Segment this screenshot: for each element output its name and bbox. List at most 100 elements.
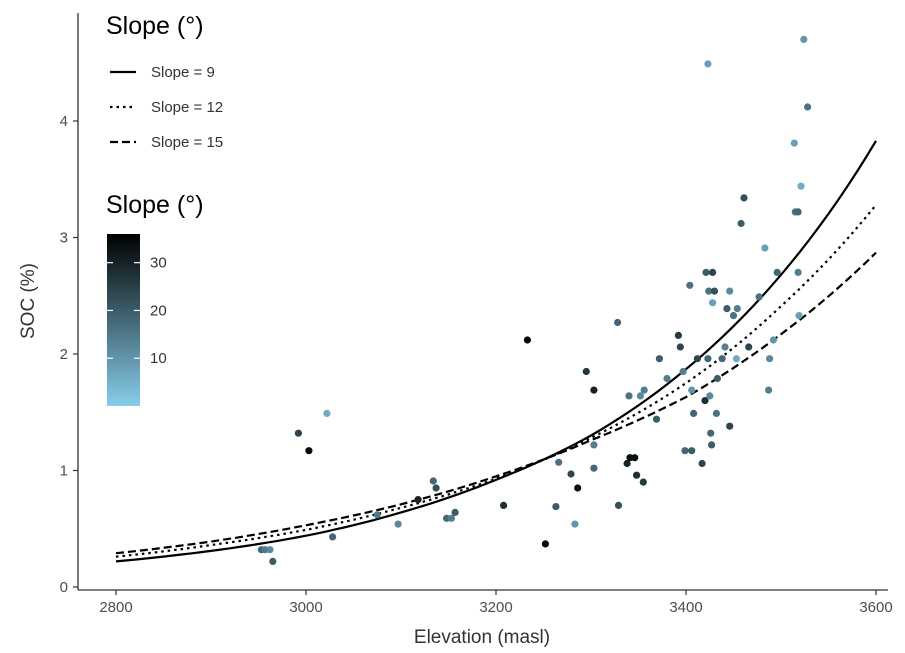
data-point [713, 374, 722, 383]
data-point [631, 454, 639, 462]
data-point [625, 392, 633, 400]
data-point [640, 386, 648, 394]
data-point [555, 458, 563, 466]
data-point [790, 139, 798, 147]
y-axis-ticks: 0 1 2 3 4 [60, 113, 78, 596]
data-points [257, 35, 812, 566]
data-point [690, 409, 698, 417]
colorbar [107, 234, 140, 406]
data-point [674, 331, 683, 339]
legend-label: Slope = 9 [151, 64, 215, 81]
data-point [800, 35, 808, 44]
x-tick-label: 3200 [479, 599, 512, 616]
linetype-legend: Slope (°) Slope = 9 Slope = 12 Slope = 15 [106, 12, 223, 151]
data-point [582, 367, 590, 376]
data-point [726, 422, 734, 430]
data-point [718, 355, 726, 363]
data-point [707, 429, 715, 437]
data-point [574, 484, 582, 492]
data-point [541, 540, 550, 548]
data-point [723, 305, 731, 313]
data-point [765, 386, 773, 394]
data-point [745, 343, 753, 351]
colorbar-tick-label: 30 [150, 255, 167, 272]
data-point [706, 392, 714, 400]
curve-dashed [115, 251, 877, 555]
y-tick-label: 4 [60, 113, 68, 130]
data-point [794, 268, 802, 276]
data-point [698, 459, 706, 468]
y-axis-title: SOC (%) [18, 263, 39, 339]
data-point [269, 557, 277, 566]
data-point [567, 470, 575, 478]
y-tick-label: 2 [60, 346, 68, 363]
curve-dotted [115, 204, 877, 558]
y-tick-label: 0 [60, 579, 68, 596]
linetype-legend-title: Slope (°) [106, 12, 204, 40]
data-point [636, 392, 645, 400]
data-point [705, 287, 713, 295]
data-point [693, 355, 702, 363]
data-point [676, 343, 684, 351]
data-point [773, 268, 781, 276]
data-point [688, 447, 696, 455]
data-point [708, 441, 716, 449]
data-point [797, 182, 805, 190]
data-point [571, 520, 579, 528]
data-point [737, 219, 745, 228]
x-tick-label: 2800 [99, 599, 132, 616]
colorbar-tick-label: 10 [150, 350, 167, 367]
data-point [795, 312, 803, 320]
data-point [639, 478, 647, 486]
data-point [704, 355, 712, 363]
y-tick-label: 1 [60, 463, 68, 480]
data-point [766, 355, 774, 363]
data-point [655, 355, 664, 363]
linetype-legend-items: Slope = 9 Slope = 12 Slope = 15 [110, 64, 223, 151]
legend-label: Slope = 12 [151, 99, 223, 116]
y-tick-label: 3 [60, 230, 68, 247]
x-tick-label: 3600 [859, 599, 892, 616]
data-point [323, 409, 331, 417]
data-point [447, 514, 455, 522]
data-point [414, 496, 422, 504]
data-point [329, 533, 337, 541]
data-point [686, 281, 694, 289]
data-point [266, 546, 274, 554]
data-point [394, 520, 402, 528]
data-point [523, 336, 532, 344]
data-point [729, 312, 738, 320]
data-point [740, 194, 748, 202]
data-point [652, 415, 661, 423]
data-point [305, 447, 313, 455]
data-point [712, 409, 721, 417]
legend-label: Slope = 15 [151, 134, 223, 151]
color-legend: Slope (°) 10 20 30 [106, 191, 204, 406]
data-point [704, 60, 712, 68]
data-point [726, 287, 734, 295]
data-point [590, 464, 598, 472]
fitted-curves [115, 140, 877, 563]
color-legend-title: Slope (°) [106, 191, 204, 219]
data-point [733, 305, 741, 313]
data-point [732, 355, 741, 363]
curve-solid [115, 140, 877, 563]
data-point [552, 503, 560, 511]
x-tick-label: 3400 [669, 599, 702, 616]
data-point [623, 459, 631, 468]
data-point [614, 318, 622, 327]
data-point [721, 343, 729, 351]
data-point [294, 429, 302, 437]
colorbar-tick-label: 20 [150, 302, 167, 319]
data-point [451, 508, 459, 516]
data-point [710, 287, 719, 295]
x-tick-label: 3000 [289, 599, 322, 616]
data-point [373, 511, 381, 519]
data-point [590, 441, 598, 449]
data-point [702, 268, 710, 276]
data-point [794, 208, 802, 216]
data-point [701, 397, 709, 405]
colorbar-ticks: 10 20 30 [107, 255, 167, 367]
data-point [432, 484, 440, 492]
